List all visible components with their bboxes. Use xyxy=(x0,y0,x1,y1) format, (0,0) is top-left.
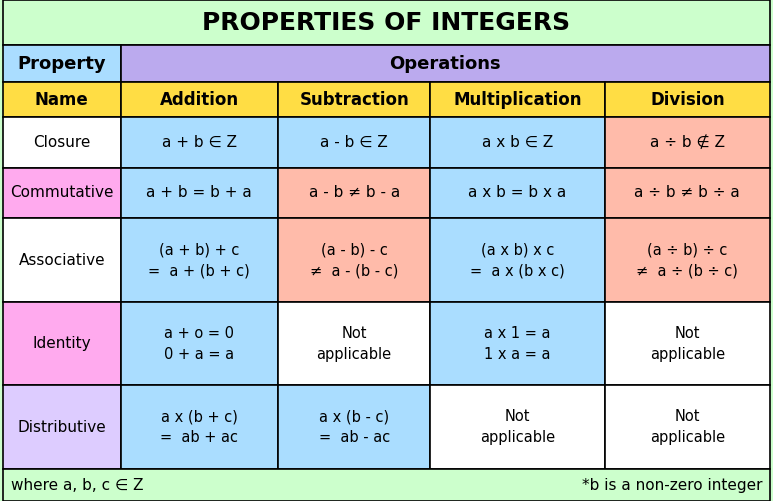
Bar xyxy=(431,218,604,302)
Text: Commutative: Commutative xyxy=(10,185,114,200)
Text: (a ÷ b) ÷ c
≠  a ÷ (b ÷ c): (a ÷ b) ÷ c ≠ a ÷ (b ÷ c) xyxy=(636,242,738,278)
Text: Division: Division xyxy=(650,91,724,109)
Bar xyxy=(3,469,770,501)
Text: a - b ∈ Z: a - b ∈ Z xyxy=(320,135,388,150)
Bar xyxy=(3,302,121,385)
Bar xyxy=(278,168,431,218)
Bar xyxy=(3,117,121,168)
Text: a - b ≠ b - a: a - b ≠ b - a xyxy=(308,185,400,200)
Text: (a x b) x c
=  a x (b x c): (a x b) x c = a x (b x c) xyxy=(470,242,565,278)
Bar xyxy=(604,168,770,218)
Bar xyxy=(3,385,121,469)
Text: Not
applicable: Not applicable xyxy=(650,326,725,362)
Text: where a, b, c ∈ Z: where a, b, c ∈ Z xyxy=(11,477,144,492)
Bar xyxy=(121,218,278,302)
Bar xyxy=(3,45,121,82)
Bar xyxy=(604,82,770,117)
Text: Operations: Operations xyxy=(390,55,501,73)
Text: a + b ∈ Z: a + b ∈ Z xyxy=(162,135,237,150)
Bar xyxy=(278,117,431,168)
Text: a x b = b x a: a x b = b x a xyxy=(468,185,567,200)
Bar xyxy=(3,218,121,302)
Bar xyxy=(431,302,604,385)
Text: a x (b - c)
=  ab - ac: a x (b - c) = ab - ac xyxy=(318,409,390,445)
Text: Not
applicable: Not applicable xyxy=(650,409,725,445)
Text: Not
applicable: Not applicable xyxy=(480,409,555,445)
Text: Subtraction: Subtraction xyxy=(299,91,409,109)
Text: PROPERTIES OF INTEGERS: PROPERTIES OF INTEGERS xyxy=(203,11,570,35)
Text: *b is a non-zero integer: *b is a non-zero integer xyxy=(581,477,762,492)
Bar xyxy=(121,82,278,117)
Text: Closure: Closure xyxy=(33,135,90,150)
Text: a + o = 0
0 + a = a: a + o = 0 0 + a = a xyxy=(164,326,234,362)
Bar xyxy=(278,385,431,469)
Text: (a - b) - c
≠  a - (b - c): (a - b) - c ≠ a - (b - c) xyxy=(310,242,398,278)
Bar xyxy=(121,385,278,469)
Text: (a + b) + c
=  a + (b + c): (a + b) + c = a + (b + c) xyxy=(148,242,250,278)
Text: a x 1 = a
1 x a = a: a x 1 = a 1 x a = a xyxy=(484,326,550,362)
Bar xyxy=(604,218,770,302)
Text: Multiplication: Multiplication xyxy=(453,91,582,109)
Bar xyxy=(431,117,604,168)
Bar xyxy=(121,117,278,168)
Text: Identity: Identity xyxy=(32,336,91,351)
Text: Addition: Addition xyxy=(160,91,239,109)
Text: Not
applicable: Not applicable xyxy=(317,326,392,362)
Text: a + b = b + a: a + b = b + a xyxy=(146,185,252,200)
Bar xyxy=(278,82,431,117)
Bar xyxy=(121,45,770,82)
Bar xyxy=(121,302,278,385)
Bar xyxy=(604,117,770,168)
Text: a ÷ b ∉ Z: a ÷ b ∉ Z xyxy=(650,135,725,150)
Bar xyxy=(604,302,770,385)
Bar xyxy=(278,302,431,385)
Bar xyxy=(604,385,770,469)
Bar xyxy=(3,82,121,117)
Text: a x (b + c)
=  ab + ac: a x (b + c) = ab + ac xyxy=(160,409,238,445)
Text: a x b ∈ Z: a x b ∈ Z xyxy=(482,135,553,150)
Text: Associative: Associative xyxy=(19,253,105,268)
Bar xyxy=(278,218,431,302)
Bar xyxy=(3,168,121,218)
Bar xyxy=(3,0,770,45)
Bar xyxy=(121,168,278,218)
Text: Name: Name xyxy=(35,91,89,109)
Text: a ÷ b ≠ b ÷ a: a ÷ b ≠ b ÷ a xyxy=(635,185,741,200)
Text: Distributive: Distributive xyxy=(18,420,106,435)
Bar xyxy=(431,168,604,218)
Bar xyxy=(431,82,604,117)
Bar xyxy=(431,385,604,469)
Text: Property: Property xyxy=(18,55,106,73)
